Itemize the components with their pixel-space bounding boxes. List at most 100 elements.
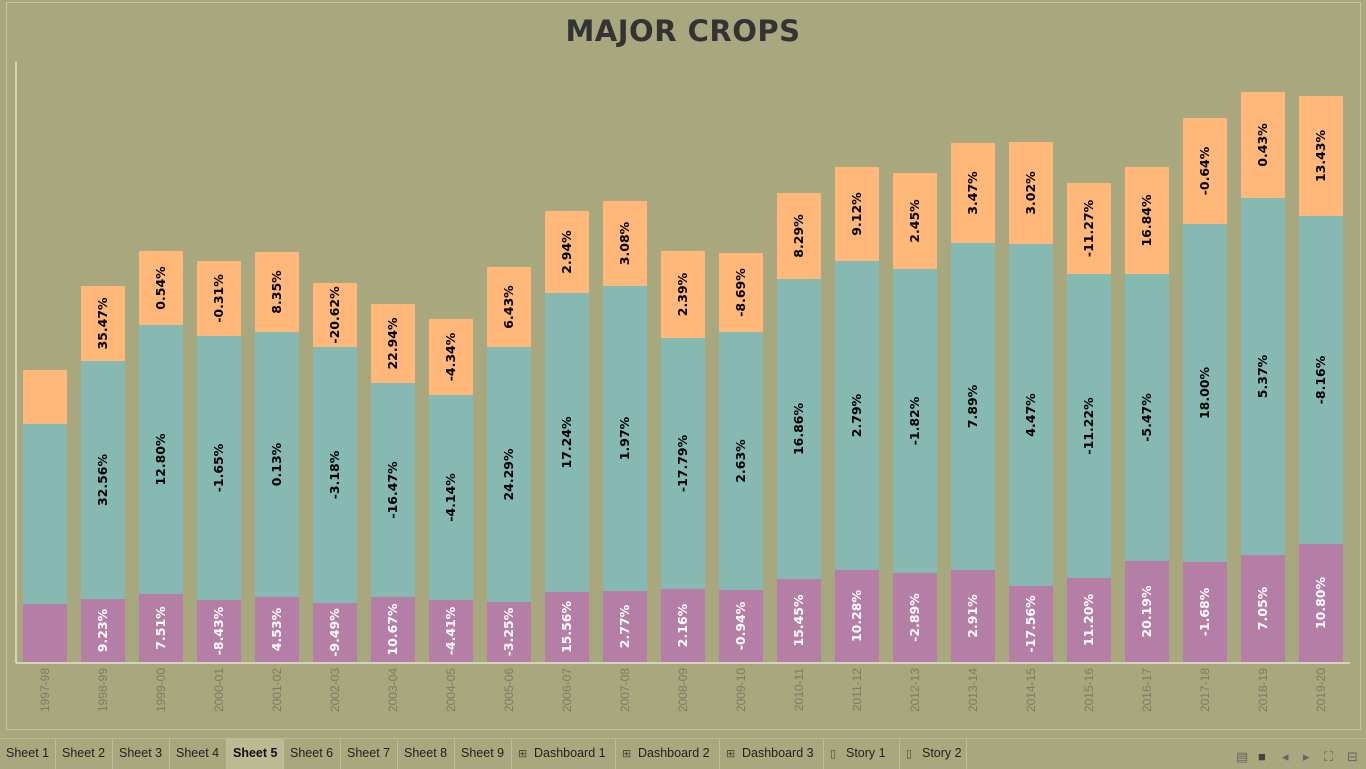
x-tick-label: 2005-06 bbox=[502, 668, 516, 712]
data-label: 22.94% bbox=[385, 317, 400, 370]
x-tick-label: 2010-11 bbox=[792, 668, 806, 711]
bar-middle-segment bbox=[835, 261, 879, 570]
bar-top-segment bbox=[1125, 167, 1169, 274]
bar-middle-segment bbox=[603, 286, 647, 591]
tab-label: Story 2 bbox=[922, 746, 962, 760]
tab-story-2[interactable]: ▯ Story 2 bbox=[900, 739, 967, 769]
data-label: -0.94% bbox=[733, 601, 748, 650]
x-tick-label: 2004-05 bbox=[444, 668, 458, 712]
bar-bottom-segment bbox=[23, 604, 67, 662]
data-label: -5.47% bbox=[1139, 393, 1154, 442]
data-label: 20.19% bbox=[1139, 585, 1154, 638]
data-label: 18.00% bbox=[1197, 367, 1212, 420]
bar-top-segment bbox=[1241, 92, 1285, 198]
bar-middle-segment bbox=[197, 336, 241, 600]
x-tick-label: 2001-02 bbox=[270, 668, 284, 712]
tab-sheet-7[interactable]: Sheet 7 bbox=[341, 739, 398, 769]
bar-middle-segment bbox=[1125, 274, 1169, 561]
data-label: 10.80% bbox=[1313, 577, 1328, 630]
data-label: 3.47% bbox=[965, 171, 980, 215]
bar-top-segment bbox=[1067, 183, 1111, 274]
bar-top-segment bbox=[313, 283, 357, 347]
data-label: 2.39% bbox=[675, 272, 690, 316]
bar-middle-segment bbox=[1009, 244, 1053, 586]
bar-middle-segment bbox=[429, 395, 473, 600]
bar-bottom-segment bbox=[313, 603, 357, 662]
tab-sheet-2[interactable]: Sheet 2 bbox=[56, 739, 113, 769]
data-label: -20.62% bbox=[327, 286, 342, 344]
bar-top-segment bbox=[487, 267, 531, 347]
tab-sheet-1[interactable]: Sheet 1 bbox=[0, 739, 56, 769]
data-label: 32.56% bbox=[95, 454, 110, 507]
x-tick-label: 2013-14 bbox=[966, 668, 980, 712]
x-tick-label: 2009-10 bbox=[734, 668, 748, 712]
bar-bottom-segment bbox=[603, 591, 647, 662]
tab-label: Story 1 bbox=[846, 746, 886, 760]
bar-top-segment bbox=[1183, 118, 1227, 224]
data-label: 11.20% bbox=[1081, 594, 1096, 647]
data-label: 0.13% bbox=[269, 442, 284, 486]
bar-middle-segment bbox=[777, 279, 821, 579]
bar-bottom-segment bbox=[197, 600, 241, 662]
bar-middle-segment bbox=[371, 383, 415, 597]
tab-sheet-5[interactable]: Sheet 5 bbox=[227, 739, 284, 769]
data-label: -0.64% bbox=[1197, 146, 1212, 195]
x-tick-label: 2017-18 bbox=[1198, 668, 1212, 712]
bar-bottom-segment bbox=[487, 602, 531, 662]
tab-sheet-6[interactable]: Sheet 6 bbox=[284, 739, 341, 769]
tab-dashboard-2[interactable]: ⊞ Dashboard 2 bbox=[616, 739, 720, 769]
bar-top-segment bbox=[893, 173, 937, 269]
bar-top-segment bbox=[777, 193, 821, 279]
stacked-bar-chart: 1997-98 9.23% 32.56% 35.47% 1998-99 7.51% 12.8… bbox=[15, 62, 1350, 712]
tab-sheet-3[interactable]: Sheet 3 bbox=[113, 739, 170, 769]
data-label: -2.89% bbox=[907, 593, 922, 642]
bar-middle-segment bbox=[719, 332, 763, 590]
present-icon[interactable]: ⊟ bbox=[1347, 749, 1358, 764]
dashboard-icon: ⊞ bbox=[622, 748, 632, 760]
bar-bottom-segment bbox=[1299, 544, 1343, 662]
bar-middle-segment bbox=[661, 338, 705, 589]
tab-sheet-4[interactable]: Sheet 4 bbox=[170, 739, 227, 769]
story-icon: ▯ bbox=[906, 748, 913, 760]
tab-story-1[interactable]: ▯ Story 1 bbox=[824, 739, 900, 769]
bar-top-segment bbox=[255, 252, 299, 332]
x-tick-label: 2019-20 bbox=[1314, 668, 1328, 712]
data-label: 0.43% bbox=[1255, 123, 1270, 167]
x-tick-label: 2002-03 bbox=[328, 668, 342, 712]
x-tick-label: 2006-07 bbox=[560, 668, 574, 712]
bar-top-segment bbox=[23, 370, 67, 424]
show-sheet-sorter-icon[interactable]: ▤ bbox=[1236, 749, 1249, 764]
data-label: -9.49% bbox=[327, 608, 342, 657]
fit-icon[interactable]: ⛶ bbox=[1324, 749, 1334, 764]
tab-label: Sheet 5 bbox=[233, 746, 278, 760]
tab-label: Sheet 8 bbox=[404, 746, 448, 760]
data-label: -4.34% bbox=[443, 332, 458, 381]
show-filmstrip-icon[interactable]: ■ bbox=[1258, 749, 1266, 764]
data-label: 24.29% bbox=[501, 448, 516, 501]
bar-bottom-segment bbox=[1183, 562, 1227, 662]
bar-top-segment bbox=[429, 319, 473, 395]
bar-bottom-segment bbox=[1067, 578, 1111, 662]
previous-sheet-icon[interactable]: ◂ bbox=[1282, 749, 1289, 764]
data-label: 10.28% bbox=[849, 590, 864, 643]
bar-top-segment bbox=[139, 251, 183, 325]
data-label: 15.56% bbox=[559, 601, 574, 654]
bar-bottom-segment bbox=[371, 597, 415, 662]
bar-bottom-segment bbox=[255, 597, 299, 662]
tab-sheet-8[interactable]: Sheet 8 bbox=[398, 739, 455, 769]
x-tick-label: 2003-04 bbox=[386, 668, 400, 712]
x-tick-label: 2016-17 bbox=[1140, 668, 1154, 712]
tab-label: Dashboard 1 bbox=[534, 746, 606, 760]
bar-bottom-segment bbox=[951, 570, 995, 662]
tab-sheet-9[interactable]: Sheet 9 bbox=[455, 739, 512, 769]
data-label: 9.23% bbox=[95, 608, 110, 652]
bar-top-segment bbox=[1009, 142, 1053, 244]
bar-bottom-segment bbox=[893, 573, 937, 662]
tab-dashboard-1[interactable]: ⊞ Dashboard 1 bbox=[512, 739, 616, 769]
bar-bottom-segment bbox=[139, 594, 183, 662]
x-tick-label: 2000-01 bbox=[212, 668, 226, 712]
tab-label: Sheet 2 bbox=[62, 746, 106, 760]
tab-dashboard-3[interactable]: ⊞ Dashboard 3 bbox=[720, 739, 824, 769]
bar-middle-segment bbox=[139, 325, 183, 594]
next-sheet-icon[interactable]: ▸ bbox=[1303, 749, 1310, 764]
